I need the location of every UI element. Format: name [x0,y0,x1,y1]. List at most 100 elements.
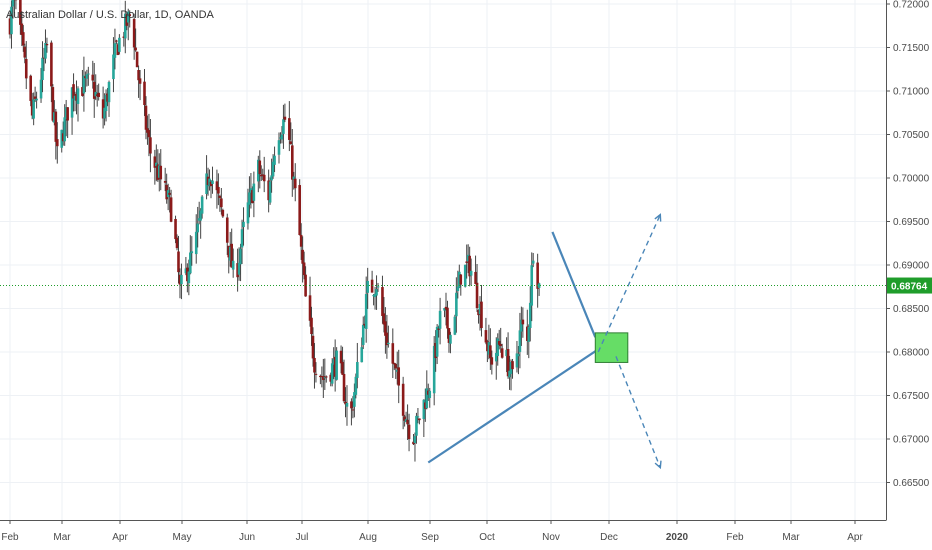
candle-body [169,197,173,222]
candle-body [144,105,148,130]
candle-body [66,107,69,121]
candle-body [531,260,535,264]
candle-body [180,274,183,285]
candle [169,189,173,223]
candle [304,266,307,297]
candle [444,292,448,326]
candle [426,383,430,401]
candle-body [384,321,387,336]
candle [205,155,208,200]
candle [106,87,109,107]
candle [22,25,25,52]
candle-body [301,249,304,264]
candle [531,252,535,268]
y-axis: 0.72000 0.71500 0.71000 0.70500 0.70000 0.695… [886,0,932,550]
candle-body [528,302,532,328]
chart-title: Australian Dollar / U.S. Dollar, 1D, OAN… [6,9,215,21]
candle-body [415,415,418,436]
candle-body [521,319,525,325]
candle-body [444,306,448,310]
candle [175,234,179,251]
candle-body [60,129,64,148]
candle-body [463,264,467,287]
candle-body [157,165,161,178]
candle-body [314,373,318,375]
candle-body [215,181,219,191]
candle-body [313,357,316,373]
y-tick-label: 0.67000 [893,435,930,446]
candle [497,329,501,350]
candle-body [412,441,415,445]
candle-body [155,162,158,167]
candle [225,213,229,255]
candle [465,244,469,279]
candle [428,387,432,408]
candle-body [186,267,189,282]
candle [527,324,531,359]
candle-body [468,255,471,277]
candle [290,129,294,197]
candle [517,346,520,375]
candle [397,349,401,404]
candle-body [361,324,365,345]
candle-body [509,361,513,374]
candle [91,60,95,89]
candle [249,173,253,209]
candle-body [50,42,53,87]
candle [330,358,334,387]
candle-body [206,176,210,186]
candle [144,96,148,140]
candle [494,337,498,380]
candle-body [138,78,142,84]
candle-body [135,51,139,68]
candle [231,248,235,278]
candle [42,47,46,72]
candle-body [486,341,489,352]
candle-body [310,317,313,335]
candle [87,66,90,86]
candle-body [289,141,293,145]
candle-body [356,362,359,378]
candle-body [391,343,395,364]
candle-body [178,274,182,285]
candle [458,264,461,289]
candle [313,343,316,389]
candle [30,92,34,120]
candle [375,275,378,310]
candle [447,328,451,353]
candle [186,263,189,293]
candle [407,413,411,452]
candle [196,206,200,248]
candle-body [39,79,43,99]
trendline [427,333,622,464]
candle [425,370,429,410]
candle [299,223,303,260]
candle-body [227,245,231,258]
candle [128,10,132,28]
candle-body [449,334,452,344]
x-tick-label: Aug [359,532,377,543]
candle-body [292,176,296,180]
candle [13,0,15,13]
candle-body [299,234,303,247]
candle-body [107,82,111,103]
candle-body [251,190,254,203]
candle-body [230,243,233,268]
candle-body [382,313,386,325]
x-tick-label: Nov [542,532,560,543]
candle [14,0,18,10]
candle-body [197,218,201,221]
candle [406,404,409,440]
candle-body [95,94,99,96]
candle [314,362,318,383]
candle [228,231,232,267]
candle-body [199,210,202,221]
candle-body [360,347,364,363]
candle [528,286,532,342]
candle-body [94,91,98,97]
candle [432,336,436,406]
last-price-tag [887,277,932,294]
candle-body [320,376,324,378]
y-tick-label: 0.71000 [893,87,930,98]
candle-body [268,181,272,203]
